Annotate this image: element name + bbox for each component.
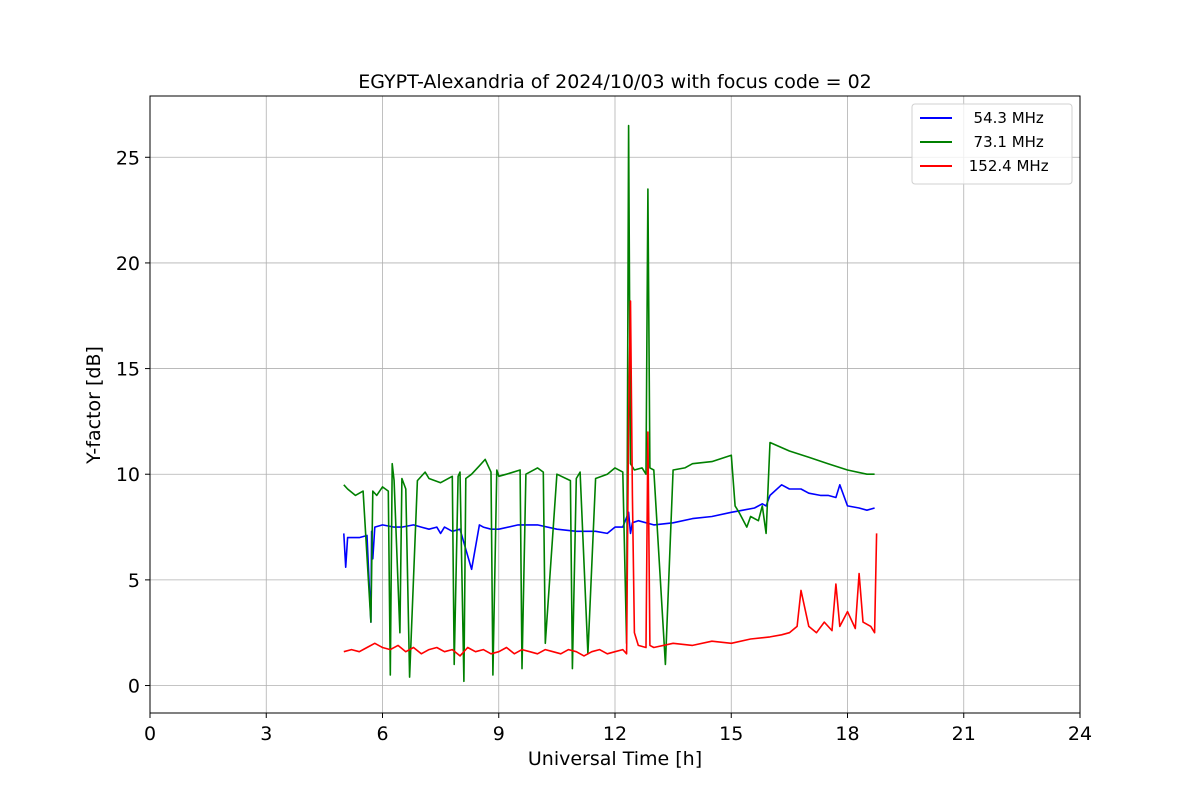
y-tick-label: 5: [128, 570, 140, 592]
y-tick-label: 10: [116, 464, 140, 486]
x-tick-label: 0: [144, 723, 156, 745]
axis-ticks: 0 3 6 9 12 15 18 21 24 0 5 10 15 20 25: [116, 147, 1092, 745]
legend-label-1: 73.1 MHz: [964, 133, 1044, 151]
y-tick-label: 15: [116, 359, 140, 381]
x-tick-label: 9: [493, 723, 505, 745]
x-tick-label: 3: [260, 723, 272, 745]
series-line-0: [343, 483, 875, 623]
series-line-1: [343, 124, 875, 683]
legend-label-0: 54.3 MHz: [964, 109, 1044, 127]
x-tick-label: 21: [952, 723, 976, 745]
x-tick-label: 18: [835, 723, 859, 745]
y-tick-label: 0: [128, 676, 140, 698]
chart-title: EGYPT-Alexandria of 2024/10/03 with focu…: [358, 71, 872, 93]
x-tick-label: 6: [376, 723, 388, 745]
y-tick-label: 20: [116, 253, 140, 275]
x-tick-label: 15: [719, 723, 743, 745]
x-tick-label: 12: [603, 723, 627, 745]
plot-series: [343, 124, 878, 683]
y-axis-label: Y-factor [dB]: [83, 346, 105, 465]
series-line-2: [343, 300, 878, 657]
x-tick-label: 24: [1068, 723, 1092, 745]
legend-box: [911, 103, 1073, 185]
y-tick-label: 25: [116, 147, 140, 169]
legend-label-2: 152.4 MHz: [964, 157, 1049, 175]
x-axis-label: Universal Time [h]: [528, 748, 702, 770]
legend: 54.3 MHz 73.1 MHz 152.4 MHz: [911, 103, 1073, 185]
